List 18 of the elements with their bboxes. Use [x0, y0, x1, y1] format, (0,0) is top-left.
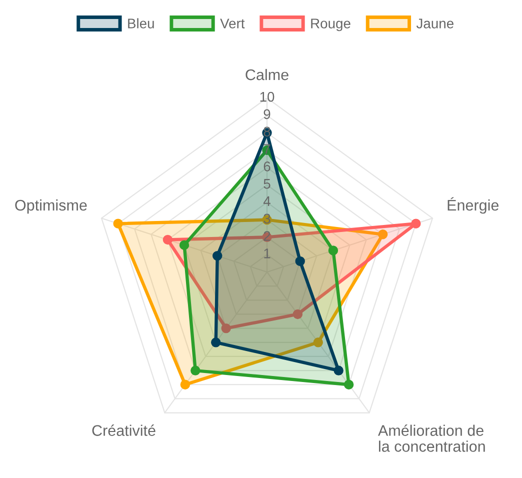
- legend-label: Rouge: [311, 18, 350, 32]
- y-tick-label: 2: [264, 231, 270, 241]
- y-tick-label: 3: [264, 214, 270, 224]
- legend-label: Jaune: [416, 18, 454, 28]
- y-tick-label: 4: [263, 196, 270, 206]
- spoke-label: Créativité: [92, 424, 156, 436]
- legend-label: Bleu: [128, 18, 154, 28]
- y-tick-label: 9: [264, 109, 270, 120]
- y-tick-label: 1: [264, 248, 270, 258]
- spoke-label: Énergie: [448, 197, 499, 214]
- spoke-label: Calme: [246, 68, 288, 80]
- y-tick-label: 8: [264, 126, 270, 137]
- y-tick-label: 5: [264, 179, 270, 189]
- spoke-label: Optimisme: [15, 199, 87, 214]
- y-tick-label: 10: [260, 92, 274, 102]
- spoke-label: Amélioration de la concentration: [378, 424, 485, 452]
- legend-label: Vert: [220, 18, 245, 28]
- y-tick-label: 6: [264, 161, 270, 172]
